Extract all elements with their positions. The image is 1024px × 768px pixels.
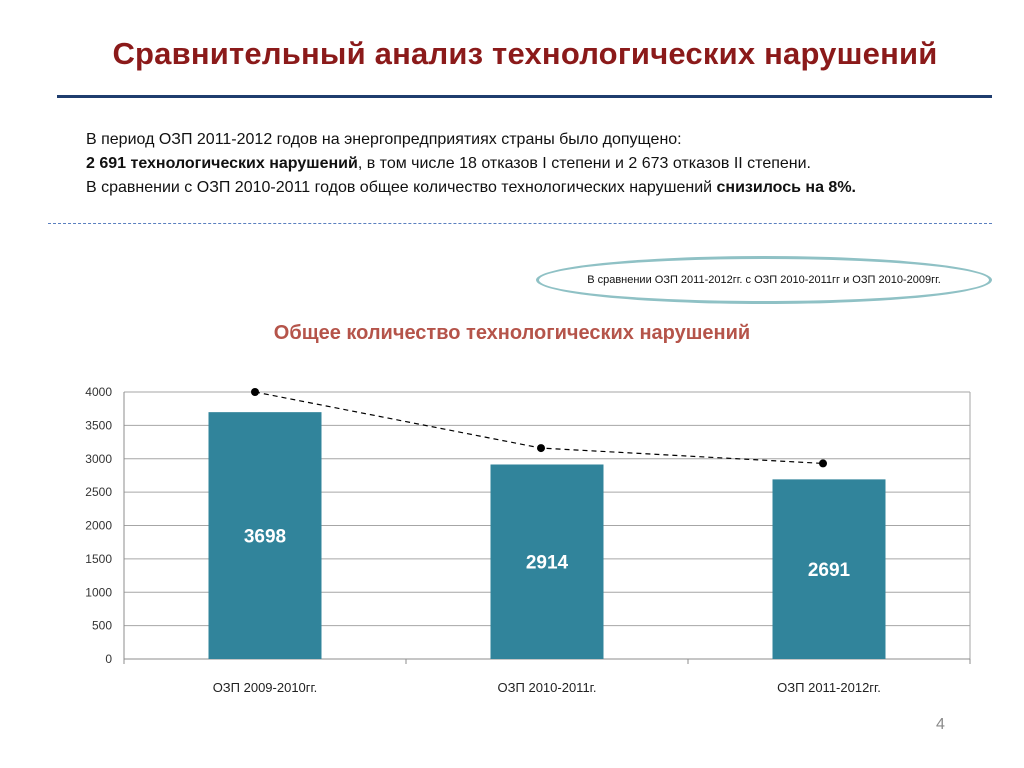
intro-line-2-bold: 2 691 технологических нарушений (86, 155, 358, 172)
bar-data-label: 2691 (808, 560, 851, 581)
y-tick-label: 500 (92, 619, 112, 633)
intro-line-3-bold: снизилось на 8%. (716, 179, 856, 196)
slide-title: Сравнительный анализ технологических нар… (112, 36, 938, 71)
x-category-label: ОЗП 2009-2010гг. (213, 680, 318, 695)
page-number: 4 (936, 716, 945, 733)
intro-line-3: В сравнении с ОЗП 2010-2011 годов общее … (86, 176, 986, 200)
trend-point (537, 444, 545, 453)
y-tick-label: 3000 (85, 452, 112, 466)
comparison-note: В сравнении ОЗП 2011-2012гг. с ОЗП 2010-… (536, 256, 992, 304)
x-category-label: ОЗП 2011-2012гг. (777, 680, 881, 695)
bar (772, 479, 886, 659)
bar-data-label: 3698 (244, 527, 286, 548)
y-tick-label: 4000 (85, 385, 112, 399)
dashed-divider (48, 223, 992, 224)
y-tick-label: 1500 (85, 552, 112, 566)
trend-point (819, 459, 827, 468)
bar (490, 464, 604, 659)
x-category-label: ОЗП 2010-2011г. (498, 680, 597, 695)
y-tick-label: 2000 (85, 519, 112, 533)
intro-line-2-rest: , в том числе 18 отказов I степени и 2 6… (357, 155, 811, 172)
trend-point (251, 388, 259, 396)
y-tick-label: 2500 (85, 485, 112, 499)
intro-line-1: В период ОЗП 2011-2012 годов на энергопр… (86, 131, 682, 148)
y-tick-label: 1000 (85, 585, 112, 599)
intro-line-2: 2 691 технологических нарушений, в том ч… (86, 152, 986, 176)
bar (208, 412, 322, 659)
comparison-note-text: В сравнении ОЗП 2011-2012гг. с ОЗП 2010-… (587, 274, 941, 286)
y-tick-label: 3500 (85, 418, 112, 432)
title-divider (57, 95, 992, 98)
intro-text: В период ОЗП 2011-2012 годов на энергопр… (86, 128, 986, 200)
y-tick-label: 0 (105, 652, 112, 666)
chart-title: Общее количество технологических нарушен… (273, 322, 751, 344)
bar-data-label: 2914 (526, 553, 569, 574)
intro-line-3-start: В сравнении с ОЗП 2010-2011 годов общее … (86, 179, 717, 196)
trend-line (254, 391, 824, 465)
